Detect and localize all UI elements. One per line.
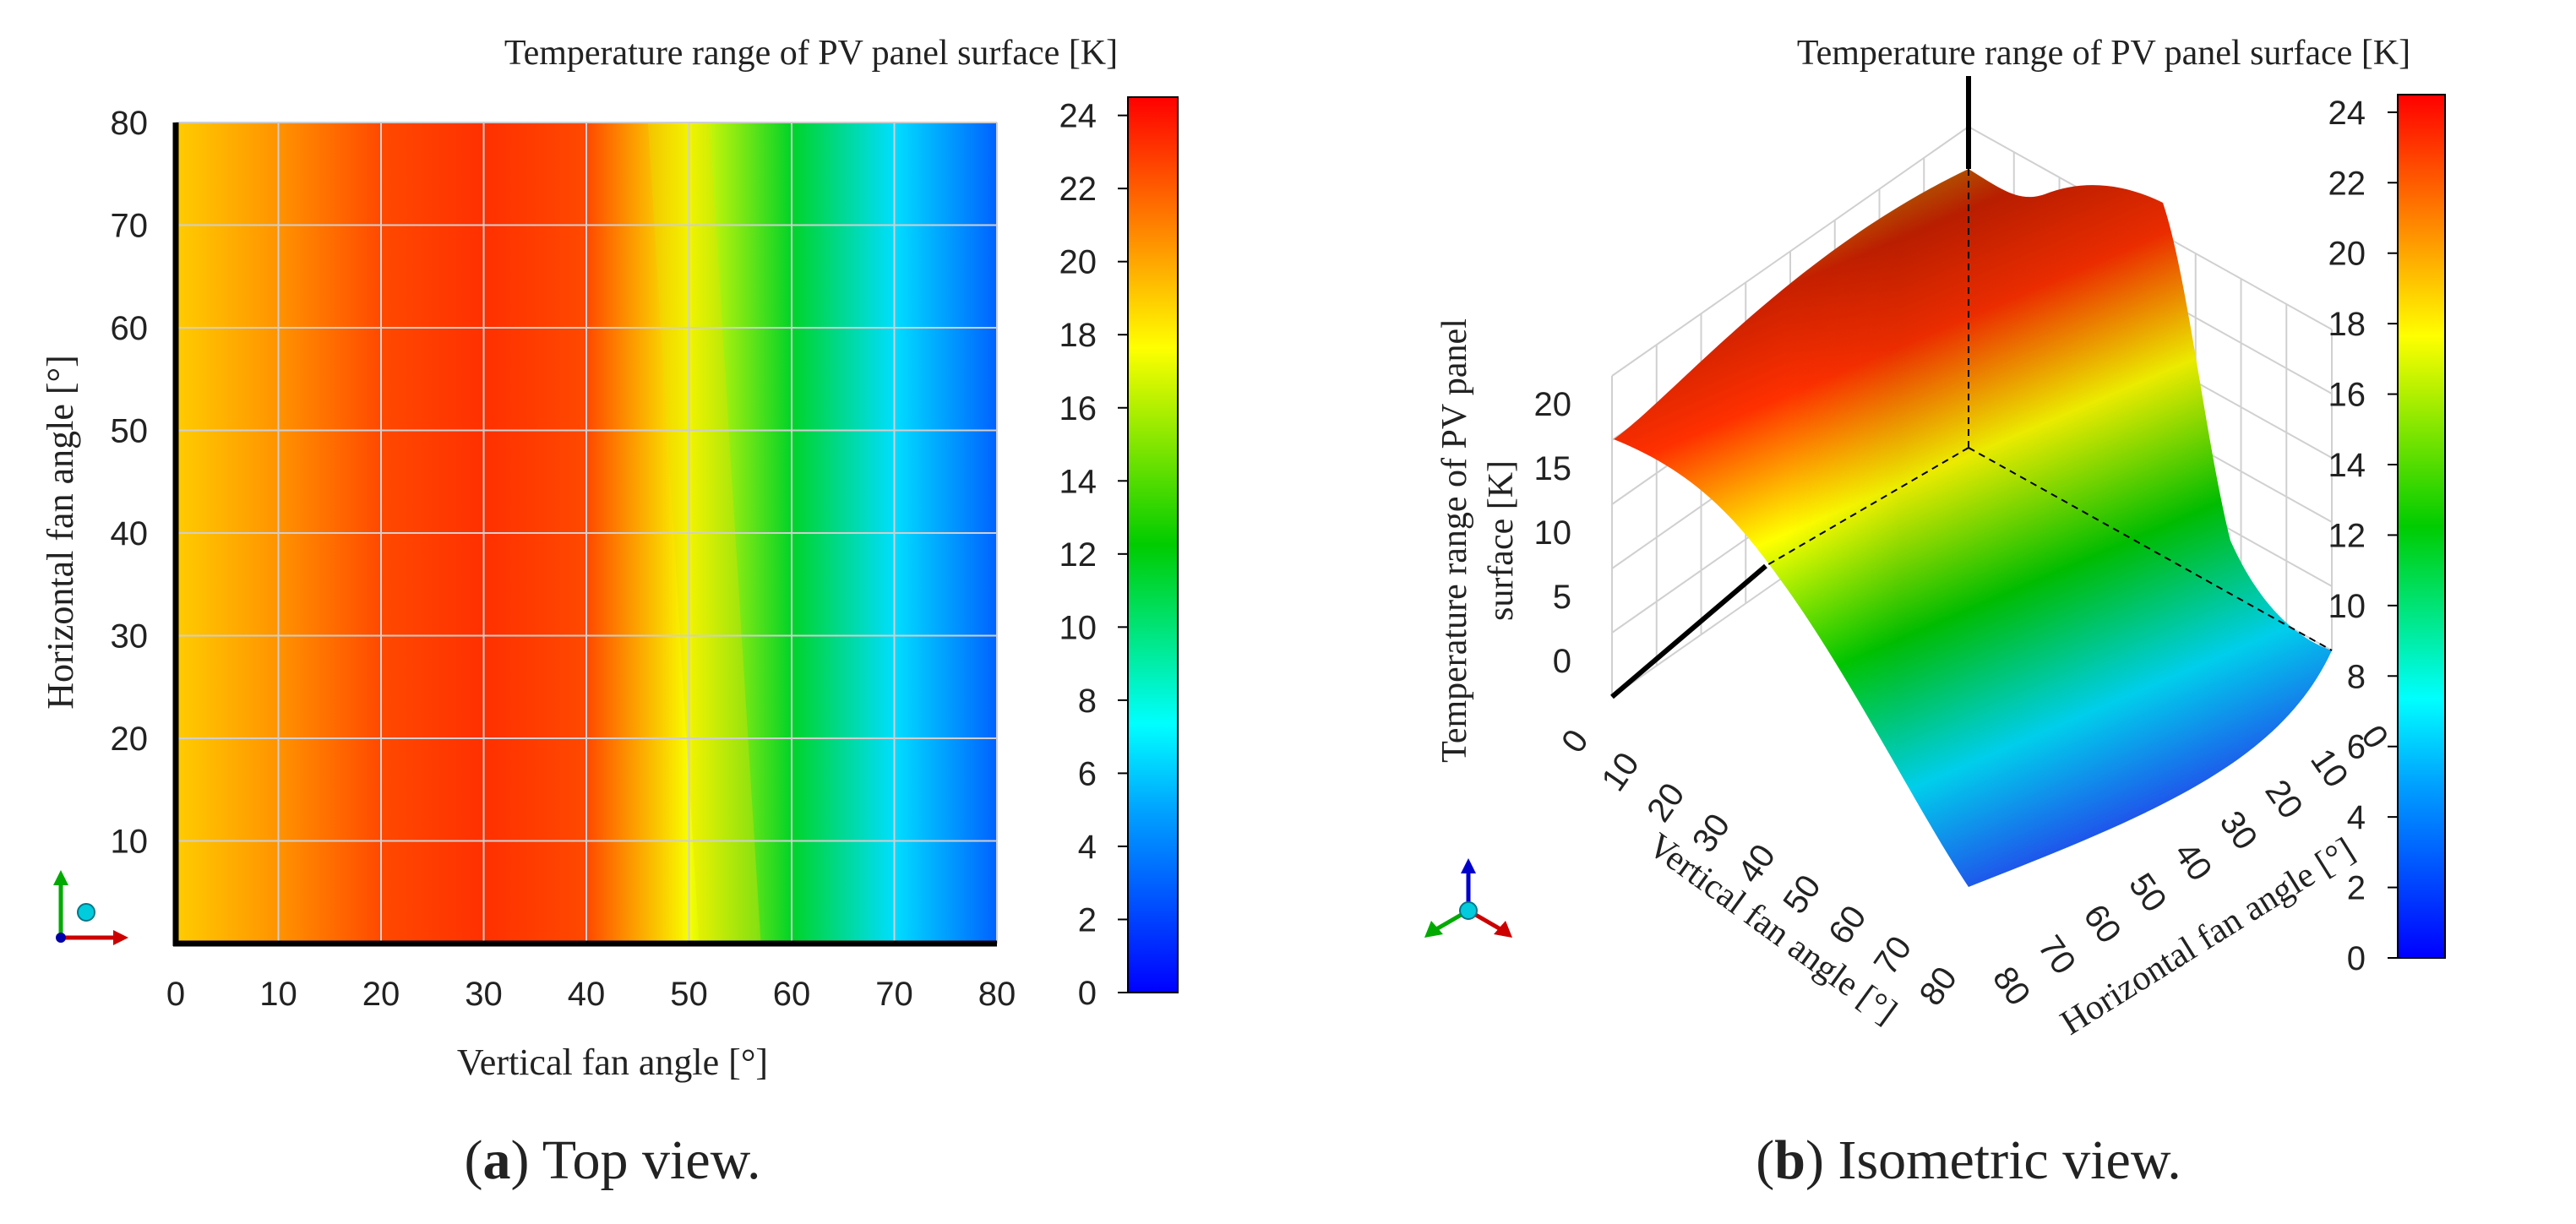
colorbar-tick-label: 12 (1059, 536, 1097, 574)
wall-grid-line (1611, 126, 1969, 377)
panel-a-title: Temperature range of PV panel surface [K… (504, 34, 1118, 73)
y-tick-label: 20 (111, 721, 149, 758)
colorbar-tick-label: 16 (2328, 377, 2366, 414)
colorbar-tick-label: 12 (2328, 517, 2366, 554)
x-tick-label: 10 (259, 976, 297, 1013)
colorbar-tick-label: 0 (1078, 975, 1097, 1012)
y-tick-label: 80 (1985, 960, 2038, 1013)
colorbar-tick-label: 24 (1059, 98, 1097, 135)
y-axis-label: Horizontal fan angle [°] (40, 355, 81, 710)
y-tick-label: 10 (111, 824, 149, 861)
colorbar-tick-label: 2 (1078, 901, 1097, 938)
x-tick-label: 10 (1594, 746, 1647, 798)
colorbar-tick-label: 6 (1078, 755, 1097, 792)
z-tick-label: 15 (1534, 450, 1572, 487)
z-tick-label: 10 (1534, 514, 1572, 552)
x-tick-label: 60 (1822, 899, 1874, 951)
x-tick-label: 20 (1640, 776, 1692, 829)
y-tick-label: 40 (111, 515, 149, 552)
colorbar-tick-label: 10 (2328, 588, 2366, 625)
colorbar-tick-label: 4 (1078, 829, 1097, 866)
colorbar-tick-label: 6 (2347, 729, 2366, 766)
colorbar-tick-label: 16 (1059, 390, 1097, 427)
y-tick-label: 30 (2213, 804, 2265, 857)
colorbar-tick-label: 24 (2328, 95, 2366, 132)
z-tick-label: 0 (1553, 643, 1571, 680)
x-tick-label: 70 (1867, 929, 1920, 982)
z-axis-label-line1: Temperature range of PV panel (1435, 318, 1474, 763)
y-tick-label: 60 (111, 310, 149, 347)
y-tick-label: 70 (2031, 929, 2083, 982)
y-tick-label: 30 (111, 618, 149, 656)
y-tick-label: 50 (2121, 867, 2174, 919)
x-axis-label: Vertical fan angle [°] (457, 1042, 768, 1083)
axes-triad-icon (1424, 858, 1512, 938)
caption-b: (b) Isometric view. (1756, 1129, 2181, 1191)
colorbar-a (1127, 96, 1179, 993)
z-tick-labels: 0 5 10 15 20 (1534, 386, 1572, 680)
y-tick-label: 60 (2076, 898, 2128, 950)
panel-b-title: Temperature range of PV panel surface [K… (1797, 34, 2410, 73)
colorbar-tick-label: 14 (1059, 463, 1097, 500)
colorbar-tick-label: 8 (2347, 658, 2366, 695)
panel-a: Temperature range of PV panel surface [K… (40, 34, 1179, 1191)
colorbar-tick-label: 20 (1059, 244, 1097, 281)
colorbar-tick-label: 18 (1059, 317, 1097, 354)
colorbar-tick-label: 10 (1059, 609, 1097, 646)
colorbar-b (2397, 94, 2446, 959)
heatmap-grid (172, 122, 998, 947)
x-tick-label: 20 (362, 976, 400, 1013)
x-tick-label: 30 (465, 976, 503, 1013)
x-tick-label: 60 (773, 976, 811, 1013)
colorbar-tick-label: 20 (2328, 236, 2366, 273)
x-tick-label: 80 (1913, 960, 1965, 1013)
z-tick-label: 5 (1553, 579, 1571, 616)
colorbar-tick-label: 22 (1059, 171, 1097, 208)
z-tick-label: 20 (1534, 386, 1572, 423)
x-tick-label: 0 (1555, 723, 1596, 759)
colorbar-tick-label: 14 (2328, 447, 2366, 484)
y-tick-label: 40 (2167, 835, 2219, 888)
colorbar-tick-label: 18 (2328, 306, 2366, 343)
colorbar-tick-label: 8 (1078, 683, 1097, 720)
colorbar-tick-label: 2 (2347, 870, 2366, 907)
surface (1614, 169, 2332, 887)
x-tick-label: 0 (166, 976, 185, 1013)
axes-triad-icon (53, 870, 128, 945)
y-tick-label: 80 (111, 105, 149, 142)
box-front (1610, 76, 2333, 699)
x-tick-label: 70 (875, 976, 913, 1013)
y-tick-label: 50 (111, 413, 149, 450)
x-tick-label: 40 (568, 976, 606, 1013)
x-tick-label: 80 (978, 976, 1016, 1013)
caption-a: (a) Top view. (465, 1129, 761, 1191)
x-tick-labels: 0 10 20 30 40 50 60 70 80 (166, 976, 1016, 1013)
colorbar-tick-label: 0 (2347, 940, 2366, 977)
x-tick-label: 50 (670, 976, 708, 1013)
y-tick-label: 70 (111, 208, 149, 245)
panel-b: Temperature range of PV panel surface [K… (1424, 34, 2446, 1191)
colorbar-tick-label: 4 (2347, 799, 2366, 836)
z-axis-label-line2: surface [K] (1482, 460, 1521, 621)
y-tick-label: 20 (2257, 773, 2310, 825)
y-tick-labels: 10 20 30 40 50 60 70 80 (111, 105, 149, 861)
colorbar-tick-label: 22 (2328, 165, 2366, 202)
